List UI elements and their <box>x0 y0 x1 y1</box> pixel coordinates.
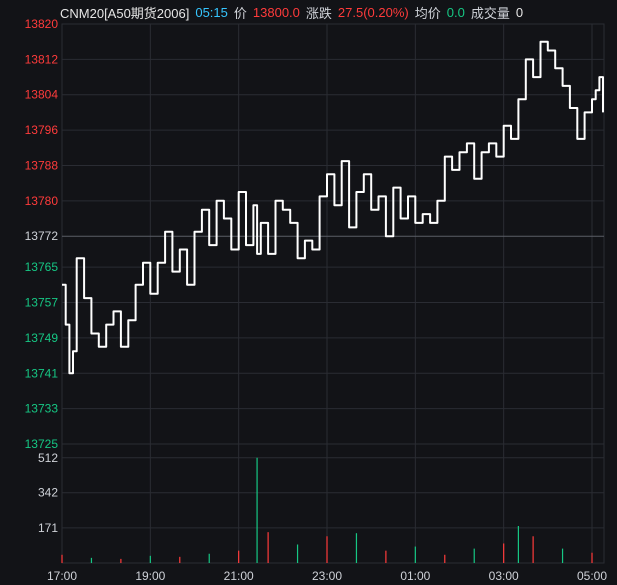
price-series <box>62 40 604 375</box>
change-value: 27.5(0.20%) <box>337 4 409 20</box>
price-label: 价 <box>233 5 247 21</box>
volume-bar <box>355 533 358 563</box>
x-tick-label: 19:00 <box>135 569 165 583</box>
plot-frame <box>61 23 605 564</box>
volume-bar <box>561 548 564 563</box>
volume-bar <box>326 536 328 563</box>
volume-bar <box>473 548 475 563</box>
y-tick-label: 13741 <box>25 366 59 380</box>
y-tick-label: 13757 <box>25 296 59 310</box>
header-bar: CNM20[A50期货2006] 05:15 价 13800.0 涨跌 27.5… <box>0 0 617 24</box>
y-tick-label: 13780 <box>25 194 59 208</box>
grid-lines <box>61 23 605 564</box>
x-tick-label: 21:00 <box>224 569 254 583</box>
price-line <box>62 40 604 375</box>
volume-bar <box>208 553 210 563</box>
x-tick-label: 01:00 <box>400 569 430 583</box>
volume-label: 成交量 <box>470 5 510 21</box>
volume-y-tick-label: 342 <box>38 486 58 500</box>
y-tick-label: 13812 <box>25 52 59 66</box>
volume-y-tick-label: 171 <box>38 521 58 535</box>
volume-bar <box>591 552 593 563</box>
volume-bar <box>256 457 258 563</box>
volume-y-tick-label: 512 <box>38 451 58 465</box>
volume-bars <box>61 457 593 563</box>
volume-bar <box>444 554 446 563</box>
volume-bar <box>414 546 416 563</box>
volume-bar <box>532 536 534 563</box>
y-tick-label: 13788 <box>25 158 59 172</box>
volume-bar <box>90 557 93 563</box>
y-tick-label: 13733 <box>25 402 59 416</box>
x-tick-label: 17:00 <box>47 569 77 583</box>
volume-bar <box>179 556 181 563</box>
avg-label: 均价 <box>414 5 441 21</box>
x-tick-label: 03:00 <box>489 569 519 583</box>
y-tick-label: 13796 <box>25 123 59 137</box>
y-tick-label: 13725 <box>25 437 59 451</box>
y-tick-label: 13772 <box>25 229 59 243</box>
volume-bar <box>517 526 519 563</box>
avg-value: 0.0 <box>446 4 465 20</box>
time-text: 05:15 <box>195 4 228 20</box>
volume-bar <box>267 532 269 563</box>
symbol-title: CNM20[A50期货2006] <box>60 5 190 21</box>
y-tick-label: 13749 <box>25 331 59 345</box>
volume-bar <box>120 558 122 563</box>
volume-bar <box>503 543 505 563</box>
volume-bar <box>385 550 387 563</box>
volume-value: 0 <box>515 4 524 20</box>
y-tick-label: 13804 <box>25 88 59 102</box>
x-tick-label: 05:00 <box>577 569 607 583</box>
volume-bar <box>238 550 240 563</box>
axes: 13820 13812 13804 13796 13788 13780 13772 13765… <box>25 17 608 583</box>
y-tick-label: 13765 <box>25 260 59 274</box>
volume-bar <box>149 555 151 563</box>
price-value: 13800.0 <box>252 4 300 20</box>
x-tick-label: 23:00 <box>312 569 342 583</box>
y-tick-label: 13820 <box>25 17 59 31</box>
volume-bar <box>61 554 63 563</box>
volume-bar <box>296 544 299 563</box>
change-label: 涨跌 <box>305 5 332 21</box>
